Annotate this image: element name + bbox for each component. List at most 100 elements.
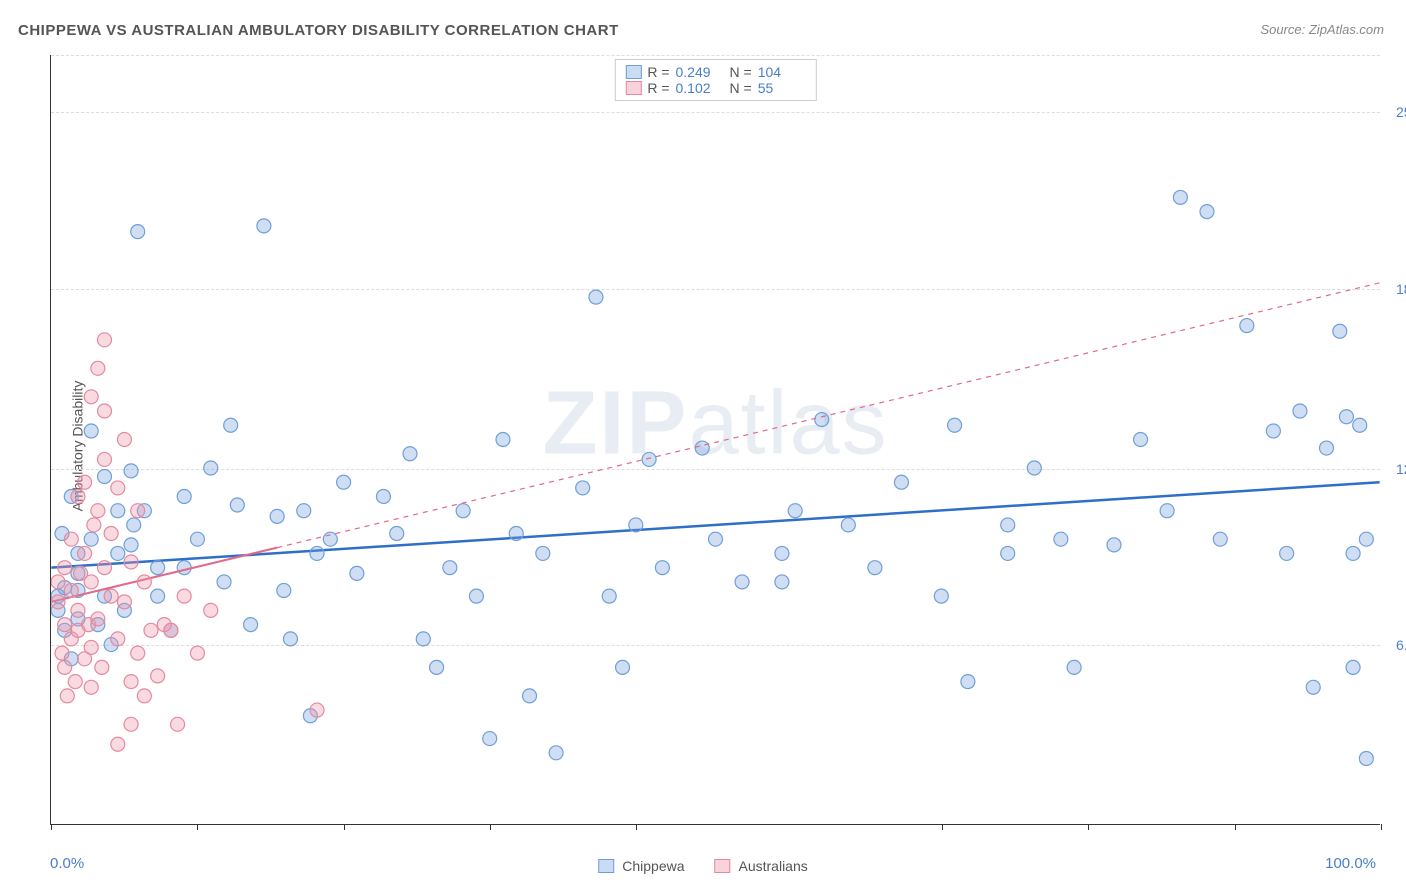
data-point xyxy=(948,418,962,432)
data-point xyxy=(270,509,284,523)
data-point xyxy=(868,561,882,575)
data-point xyxy=(104,526,118,540)
data-point xyxy=(55,646,69,660)
data-point xyxy=(190,646,204,660)
data-point xyxy=(257,219,271,233)
data-point xyxy=(841,518,855,532)
data-point xyxy=(602,589,616,603)
data-point xyxy=(629,518,643,532)
data-point xyxy=(144,623,158,637)
data-point xyxy=(91,612,105,626)
data-point xyxy=(536,546,550,560)
data-point xyxy=(64,583,78,597)
x-tick xyxy=(1235,824,1236,830)
data-point xyxy=(310,703,324,717)
chart-title: CHIPPEWA VS AUSTRALIAN AMBULATORY DISABI… xyxy=(18,22,619,39)
plot-area: ZIPatlas R = 0.249 N = 104 R = 0.102 N =… xyxy=(50,55,1380,825)
data-point xyxy=(443,561,457,575)
data-point xyxy=(1173,190,1187,204)
data-point xyxy=(1107,538,1121,552)
data-point xyxy=(204,461,218,475)
data-point xyxy=(98,561,112,575)
data-point xyxy=(58,660,72,674)
y-tick-label: 25.0% xyxy=(1386,104,1406,120)
data-point xyxy=(98,333,112,347)
data-point xyxy=(1306,680,1320,694)
data-point xyxy=(616,660,630,674)
data-point xyxy=(84,575,98,589)
data-point xyxy=(589,290,603,304)
data-point xyxy=(350,566,364,580)
data-point xyxy=(51,595,65,609)
n-value-chippewa: 104 xyxy=(758,64,806,80)
data-point xyxy=(131,225,145,239)
data-point xyxy=(788,504,802,518)
data-point xyxy=(430,660,444,674)
data-point xyxy=(934,589,948,603)
data-point xyxy=(151,561,165,575)
data-point xyxy=(98,470,112,484)
data-point xyxy=(390,526,404,540)
data-point xyxy=(483,732,497,746)
data-point xyxy=(84,424,98,438)
swatch-chippewa-icon xyxy=(598,859,614,873)
data-point xyxy=(1280,546,1294,560)
x-tick xyxy=(942,824,943,830)
series-legend: Chippewa Australians xyxy=(598,858,808,874)
data-point xyxy=(117,433,131,447)
x-tick xyxy=(197,824,198,830)
data-point xyxy=(104,589,118,603)
data-point xyxy=(98,404,112,418)
data-point xyxy=(84,640,98,654)
data-point xyxy=(71,489,85,503)
data-point xyxy=(1240,319,1254,333)
data-point xyxy=(84,680,98,694)
y-tick-label: 6.3% xyxy=(1386,637,1406,653)
data-point xyxy=(151,669,165,683)
data-point xyxy=(111,737,125,751)
y-tick-label: 12.5% xyxy=(1386,461,1406,477)
data-point xyxy=(137,575,151,589)
data-point xyxy=(137,689,151,703)
legend-item-chippewa: Chippewa xyxy=(598,858,684,874)
data-point xyxy=(230,498,244,512)
data-point xyxy=(71,603,85,617)
data-point xyxy=(695,441,709,455)
r-label: R = xyxy=(647,64,669,80)
source-name: ZipAtlas.com xyxy=(1309,22,1384,37)
data-point xyxy=(1266,424,1280,438)
data-point xyxy=(1213,532,1227,546)
data-point xyxy=(1346,546,1360,560)
data-point xyxy=(549,746,563,760)
data-point xyxy=(98,452,112,466)
legend-item-australians: Australians xyxy=(715,858,808,874)
x-tick xyxy=(51,824,52,830)
source-prefix: Source: xyxy=(1260,22,1308,37)
data-point xyxy=(64,532,78,546)
data-point xyxy=(111,546,125,560)
data-point xyxy=(111,632,125,646)
data-point xyxy=(1320,441,1334,455)
data-point xyxy=(496,433,510,447)
data-point xyxy=(87,518,101,532)
data-point xyxy=(84,390,98,404)
data-point xyxy=(151,589,165,603)
data-point xyxy=(111,481,125,495)
data-point xyxy=(117,595,131,609)
data-point xyxy=(1134,433,1148,447)
data-point xyxy=(1353,418,1367,432)
data-point xyxy=(177,561,191,575)
data-point xyxy=(131,646,145,660)
legend-label-chippewa: Chippewa xyxy=(622,858,684,874)
n-label: N = xyxy=(730,80,752,96)
data-point xyxy=(894,475,908,489)
x-tick xyxy=(1088,824,1089,830)
data-point xyxy=(775,575,789,589)
r-value-australians: 0.102 xyxy=(676,80,724,96)
data-point xyxy=(224,418,238,432)
data-point xyxy=(171,717,185,731)
r-value-chippewa: 0.249 xyxy=(676,64,724,80)
x-tick xyxy=(490,824,491,830)
data-point xyxy=(1027,461,1041,475)
data-point xyxy=(283,632,297,646)
